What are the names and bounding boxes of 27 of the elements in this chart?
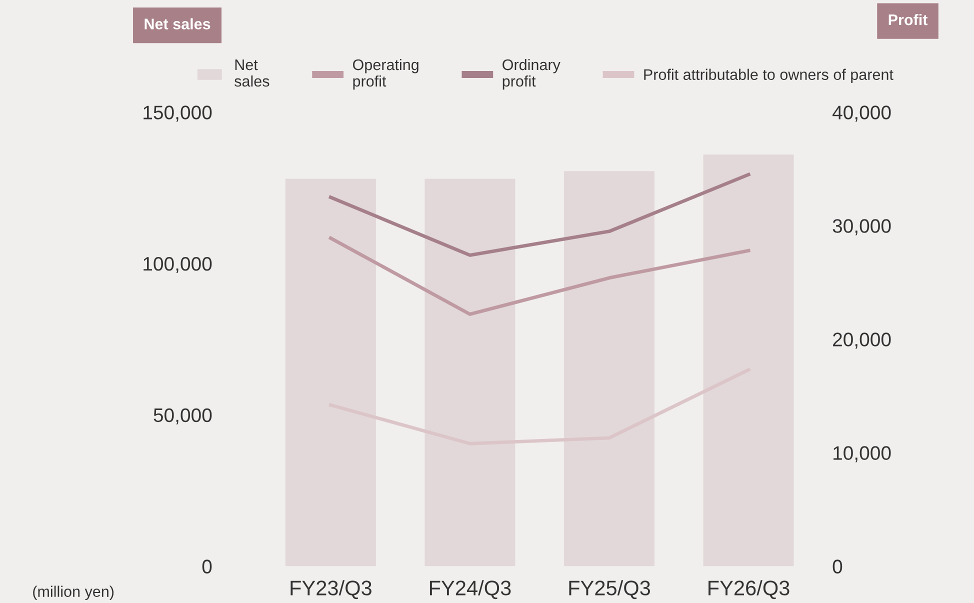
line-series [328, 236, 750, 316]
y-tick-label: 100,000 [144, 256, 212, 274]
line-series [328, 172, 750, 257]
y2-tick-label: 30,000 [832, 219, 891, 236]
bar [424, 178, 516, 566]
bar [564, 171, 655, 566]
legend-label: Operating profit [352, 58, 418, 90]
legend-label: Ordinary profit [502, 58, 560, 90]
x-tick-label: FY26/Q3 [708, 580, 790, 600]
y2-tick-label: 0 [832, 560, 842, 574]
legend-label: Profit attributable to owners of parent [644, 68, 894, 84]
y-axis-title: Net sales [144, 18, 210, 30]
x-tick-label: FY25/Q3 [569, 580, 650, 600]
bar [703, 154, 794, 566]
bar [285, 178, 376, 566]
text: (million yen) [33, 586, 114, 600]
x-tick-label: FY24/Q3 [430, 580, 511, 600]
text: Profit [888, 14, 928, 26]
x-tick-label: FY23/Q3 [290, 580, 372, 600]
y2-tick-label: 40,000 [832, 106, 891, 122]
y2-tick-label: 10,000 [834, 446, 891, 462]
line-series [328, 368, 750, 446]
y-tick-label: 0 [202, 560, 212, 574]
legend-label: Net sales [234, 60, 270, 87]
y-tick-label: 50,000 [154, 408, 212, 424]
y2-tick-label: 20,000 [833, 332, 891, 349]
y-tick-label: 150,000 [144, 106, 212, 122]
